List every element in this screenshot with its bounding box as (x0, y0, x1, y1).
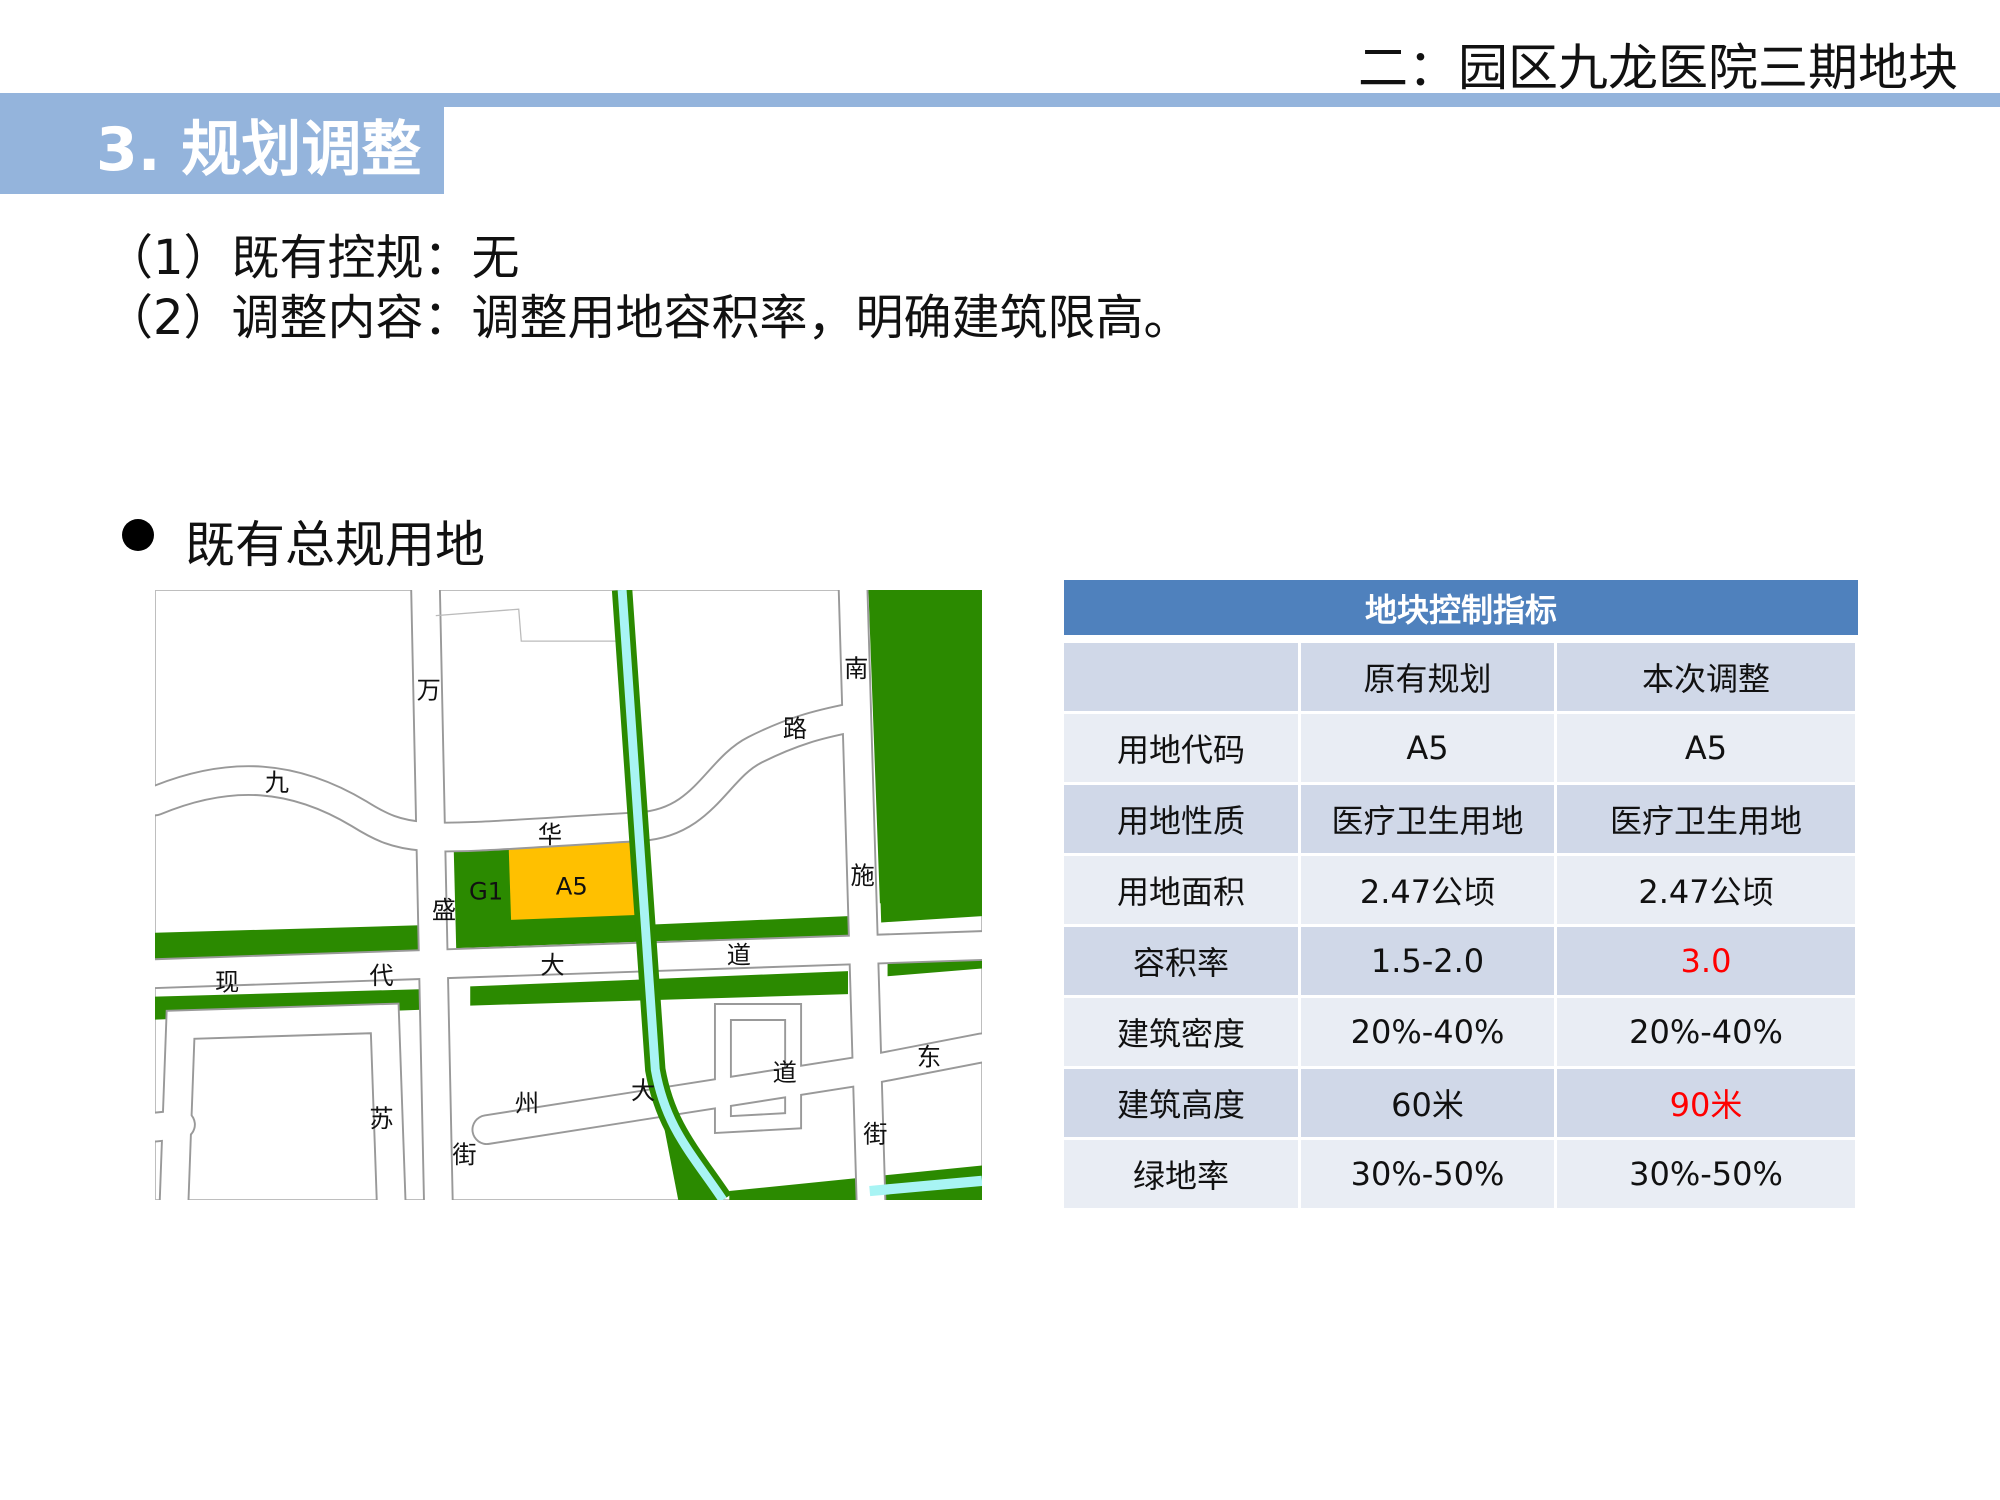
original-value: 2.47公顷 (1301, 856, 1557, 927)
row-label: 建筑密度 (1064, 998, 1301, 1069)
table-title: 地块控制指标 (1064, 580, 1858, 643)
row-label: 建筑高度 (1064, 1069, 1301, 1140)
table-row: 绿地率 30%-50% 30%-50% (1064, 1140, 1858, 1211)
row-label: 用地代码 (1064, 714, 1301, 785)
map-label: 大 (631, 1076, 655, 1105)
table-header-row: 原有规划 本次调整 (1064, 643, 1858, 714)
original-value: 60米 (1301, 1069, 1557, 1140)
map-label: 街 (863, 1119, 887, 1148)
column-header: 本次调整 (1557, 643, 1858, 714)
a5-parcel (508, 836, 642, 920)
map-label: 代 (369, 961, 393, 990)
table-row: 用地代码 A5 A5 (1064, 714, 1858, 785)
content-line-2: （2）调整内容：调整用地容积率，明确建筑限高。 (105, 290, 1192, 346)
adjusted-value: 3.0 (1557, 927, 1858, 998)
map-label: 大 (540, 951, 564, 980)
content-line-1: （1）既有控规：无 (105, 230, 520, 286)
map-label: 路 (783, 714, 807, 743)
adjusted-value: A5 (1557, 714, 1858, 785)
roads (155, 590, 982, 1200)
map-label: 现 (215, 967, 239, 996)
parcel-boundary (435, 608, 621, 642)
table-row: 建筑高度 60米 90米 (1064, 1069, 1858, 1140)
original-value: 医疗卫生用地 (1301, 785, 1557, 856)
map-label: 施 (851, 861, 875, 890)
adjusted-value: 2.47公顷 (1557, 856, 1858, 927)
original-value: 30%-50% (1301, 1140, 1557, 1211)
g1-label: G1 (469, 876, 503, 905)
row-label: 用地面积 (1064, 856, 1301, 927)
map-label: 华 (538, 820, 562, 849)
map-label: 州 (515, 1089, 539, 1118)
row-label: 用地性质 (1064, 785, 1301, 856)
bullet-heading: 既有总规用地 (185, 516, 485, 574)
map-label: 道 (727, 940, 751, 969)
map-label: 万 (417, 676, 441, 705)
table-row: 建筑密度 20%-40% 20%-40% (1064, 998, 1858, 1069)
map-label: 九 (265, 768, 289, 797)
original-value: 20%-40% (1301, 998, 1557, 1069)
adjusted-value: 90米 (1557, 1069, 1858, 1140)
map-label: 街 (452, 1140, 476, 1169)
map-label: 南 (844, 654, 868, 683)
river (611, 590, 982, 1200)
row-label: 绿地率 (1064, 1140, 1301, 1211)
adjusted-value: 20%-40% (1557, 998, 1858, 1069)
original-value: 1.5-2.0 (1301, 927, 1557, 998)
table-row: 用地性质 医疗卫生用地 医疗卫生用地 (1064, 785, 1858, 856)
table-row: 容积率 1.5-2.0 3.0 (1064, 927, 1858, 998)
table-row: 用地面积 2.47公顷 2.47公顷 (1064, 856, 1858, 927)
slide-header-title: 二：园区九龙医院三期地块 (1358, 39, 1958, 97)
header-band (0, 93, 2000, 107)
adjusted-value: 30%-50% (1557, 1140, 1858, 1211)
column-header (1064, 643, 1301, 714)
land-control-table: 地块控制指标 原有规划 本次调整 用地代码 A5 A5 用地性质 医疗卫生用地 医疗卫生… (1064, 580, 1858, 1211)
column-header: 原有规划 (1301, 643, 1557, 714)
section-title: 3. 规划调整 (0, 107, 444, 194)
map-label: 道 (773, 1058, 797, 1087)
land-use-map: 万 盛 街 九 华 路 南 施 街 现 代 大 道 苏 州 大 道 东 G1 A… (155, 590, 982, 1200)
row-label: 容积率 (1064, 927, 1301, 998)
map-label: 盛 (432, 896, 456, 925)
map-label: 苏 (369, 1104, 393, 1133)
bullet-icon (122, 519, 154, 551)
map-label: 东 (917, 1043, 941, 1072)
adjusted-value: 医疗卫生用地 (1557, 785, 1858, 856)
original-value: A5 (1301, 714, 1557, 785)
a5-label: A5 (556, 871, 588, 900)
